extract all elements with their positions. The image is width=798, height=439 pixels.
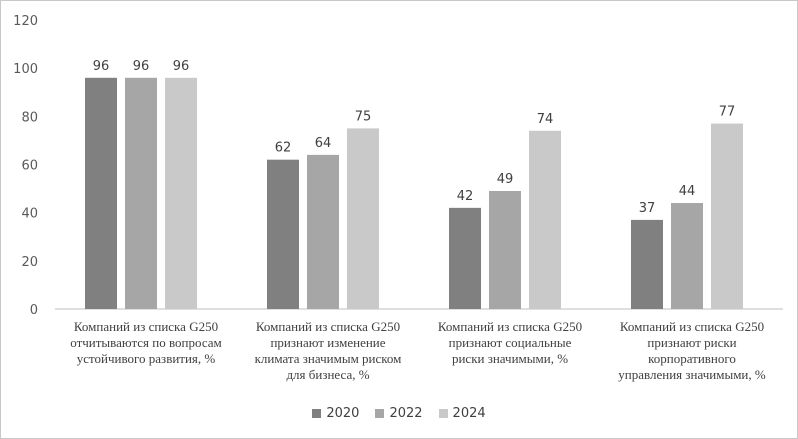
category-label-4: Компаний из списка G250 признают риски кор… [602, 319, 782, 383]
bar-2020-cat-1 [85, 77, 117, 309]
bar-2024-cat-4 [711, 123, 743, 309]
bar-2024-cat-1 [165, 77, 197, 309]
data-label: 96 [93, 59, 110, 74]
y-tick-label: 80 [21, 110, 38, 125]
y-tick-label: 40 [21, 207, 38, 222]
y-tick-label: 60 [21, 159, 38, 174]
legend-label: 2020 [326, 406, 360, 421]
bar-2020-cat-4 [631, 219, 663, 309]
category-label-line: Компаний из списка G250 [619, 319, 765, 334]
data-label: 42 [457, 189, 474, 204]
category-label-line: признают риски [647, 335, 737, 350]
y-tick-label: 100 [13, 62, 38, 77]
data-label: 37 [639, 201, 656, 216]
category-label-1: Компаний из списка G250 отчитываются по в… [56, 319, 236, 367]
bar-2020-cat-3 [449, 207, 481, 309]
data-label: 74 [537, 112, 554, 127]
bar-2024-cat-3 [529, 130, 561, 309]
legend-swatch [375, 409, 385, 418]
legend-label: 2022 [389, 406, 423, 421]
category-label-line: признают социальные [448, 335, 572, 350]
data-label: 62 [275, 141, 292, 156]
legend-item-2020: 2020 [312, 406, 359, 421]
category-label-line: климата значимым риском [254, 351, 402, 366]
y-tick-label: 120 [13, 14, 38, 29]
data-label: 96 [133, 59, 150, 74]
legend-item-2022: 2022 [375, 406, 423, 421]
bar-layer [85, 77, 743, 309]
category-label-line: управления значимыми, % [618, 367, 766, 382]
category-label-line: устойчивого развития, % [76, 351, 216, 366]
data-label: 64 [315, 136, 332, 151]
bar-2022-cat-4 [671, 203, 703, 309]
category-label-line: признают изменение [270, 335, 386, 350]
legend: 2020 2022 2024 [0, 406, 798, 421]
category-label-line: риски значимыми, % [451, 351, 569, 366]
bar-2022-cat-2 [307, 154, 339, 309]
data-label: 49 [497, 172, 514, 187]
legend-swatch [438, 409, 448, 418]
category-label-line: Компаний из списка G250 [73, 319, 219, 334]
bar-2024-cat-2 [347, 128, 379, 309]
data-label-layer: 96 62 42 37 96 64 49 44 96 75 74 77 [93, 59, 736, 216]
data-label: 96 [173, 59, 190, 74]
y-tick-label: 0 [30, 303, 38, 318]
category-label-2: Компаний из списка G250 признают изменени… [238, 319, 418, 383]
category-label-3: Компаний из списка G250 признают социальн… [420, 319, 600, 367]
bar-2020-cat-2 [267, 159, 299, 309]
category-label-line: корпоративного [648, 351, 736, 366]
y-tick-label: 20 [21, 255, 38, 270]
data-label: 77 [719, 105, 736, 120]
legend-label: 2024 [452, 406, 486, 421]
category-label-line: отчитываются по вопросам [70, 335, 222, 350]
bar-2022-cat-1 [125, 77, 157, 309]
data-label: 44 [679, 184, 696, 199]
legend-item-2024: 2024 [438, 406, 486, 421]
data-label: 75 [355, 109, 372, 124]
legend-swatch [312, 409, 322, 418]
category-label-line: для бизнеса, % [286, 367, 370, 382]
category-label-line: Компаний из списка G250 [255, 319, 401, 334]
bar-2022-cat-3 [489, 190, 521, 309]
category-label-line: Компаний из списка G250 [437, 319, 583, 334]
